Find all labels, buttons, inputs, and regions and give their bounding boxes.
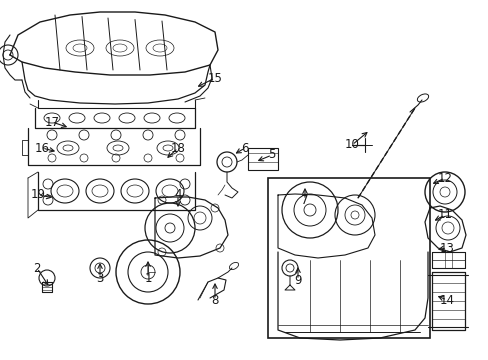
- Text: 14: 14: [439, 293, 453, 306]
- Text: 17: 17: [44, 116, 60, 129]
- Text: 13: 13: [439, 242, 453, 255]
- Bar: [247, 148, 278, 170]
- Text: 2: 2: [33, 261, 41, 274]
- Text: 11: 11: [437, 208, 451, 221]
- Bar: [267, 178, 429, 338]
- Text: 7: 7: [301, 194, 308, 207]
- Text: 19: 19: [30, 189, 45, 202]
- Text: 3: 3: [96, 271, 103, 284]
- Text: 9: 9: [294, 274, 301, 287]
- Text: 10: 10: [344, 139, 359, 152]
- Text: 5: 5: [268, 148, 275, 162]
- Text: 16: 16: [35, 141, 49, 154]
- Text: 6: 6: [241, 141, 248, 154]
- Text: 8: 8: [211, 293, 218, 306]
- Text: 4: 4: [174, 189, 182, 202]
- Text: 1: 1: [144, 271, 151, 284]
- Text: 12: 12: [437, 171, 451, 184]
- Text: 18: 18: [170, 141, 185, 154]
- Text: 15: 15: [207, 72, 222, 85]
